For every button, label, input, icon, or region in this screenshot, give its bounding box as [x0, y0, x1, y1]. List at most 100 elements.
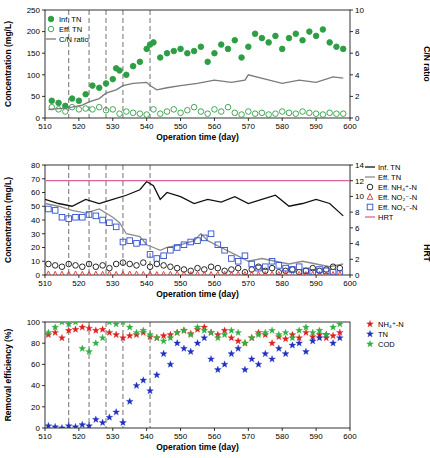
data-point [92, 327, 99, 334]
data-point [208, 272, 214, 275]
data-point [168, 247, 174, 253]
y2-tick [350, 180, 353, 181]
data-point [113, 409, 120, 416]
data-point [309, 329, 316, 336]
data-point [283, 271, 289, 275]
data-point [72, 326, 79, 333]
data-point [239, 55, 245, 61]
y-tick [42, 247, 45, 248]
x-tick [45, 275, 46, 278]
x-tick-label: 520 [72, 432, 86, 441]
data-point [178, 46, 184, 52]
y-tick-label: 60 [31, 188, 40, 197]
data-point [120, 419, 127, 426]
data-point [242, 366, 249, 373]
data-point [323, 331, 330, 338]
data-point [208, 329, 215, 336]
y-tick [42, 53, 45, 54]
legend-symbol [46, 38, 56, 39]
data-point [86, 422, 93, 428]
x-tick-label: 510 [38, 279, 52, 288]
legend-symbol [367, 330, 374, 337]
data-point [286, 35, 292, 41]
data-point [229, 272, 235, 275]
y-tick [42, 385, 45, 386]
data-point [63, 109, 69, 115]
x-tick [350, 428, 351, 431]
data-point [214, 334, 221, 341]
y-tick [42, 406, 45, 407]
data-point [65, 422, 72, 428]
phase-line [150, 10, 151, 118]
y-tick [42, 31, 45, 32]
y-tick [42, 118, 45, 119]
data-point [330, 324, 337, 331]
x-tick-label: 550 [174, 122, 188, 131]
x-tick [78, 118, 79, 121]
y-tick [42, 96, 45, 97]
data-point [73, 271, 79, 275]
data-point [110, 76, 116, 82]
y2-tick-label: 2 [355, 255, 360, 264]
data-point [113, 224, 119, 230]
data-point [99, 326, 106, 333]
x-tick-label: 550 [174, 432, 188, 441]
data-point [52, 324, 59, 331]
data-point [276, 272, 282, 275]
x-tick-label: 510 [38, 432, 52, 441]
data-point [269, 340, 276, 347]
data-point [59, 264, 65, 270]
phase-line [106, 322, 107, 428]
data-point [86, 271, 92, 275]
data-point [160, 350, 167, 357]
x-tick [146, 275, 147, 278]
legend-symbol [367, 320, 374, 327]
y-tick [42, 165, 45, 166]
data-point [86, 261, 92, 267]
data-point [195, 271, 201, 275]
data-point [99, 419, 106, 426]
data-point [113, 322, 120, 327]
data-point [330, 332, 337, 339]
data-point [194, 324, 201, 331]
y-tick-label: 0 [36, 114, 41, 123]
data-point [256, 265, 262, 271]
x-tick [282, 118, 283, 121]
data-point [195, 238, 201, 244]
y-tick-label: 100 [27, 318, 41, 327]
legend-symbol [365, 166, 375, 167]
x-tick-label: 580 [276, 432, 290, 441]
x-tick-label: 570 [242, 432, 256, 441]
phase-line [106, 10, 107, 118]
phase-line [89, 322, 90, 428]
legend-label: NH₄⁺-N [378, 320, 404, 329]
data-point [221, 361, 228, 368]
data-point [161, 253, 167, 259]
data-point [215, 265, 221, 271]
y-tick-label: 80 [31, 161, 40, 170]
x-axis-title: Operation time (day) [156, 442, 239, 452]
data-point [300, 37, 306, 43]
x-tick [180, 275, 181, 278]
data-point [46, 271, 52, 275]
legend-label: HRT [378, 213, 394, 222]
data-point [52, 329, 59, 336]
y-tick-label: 80 [31, 339, 40, 348]
data-point [178, 110, 184, 116]
data-point [140, 260, 146, 266]
x-tick [214, 118, 215, 121]
data-point [255, 331, 262, 338]
data-point [69, 96, 75, 102]
data-point [187, 348, 194, 355]
x-axis-title: Operation time (day) [156, 289, 239, 299]
y-tick-label: 150 [27, 49, 41, 58]
x-tick-label: 530 [106, 432, 120, 441]
data-point [153, 334, 160, 341]
data-point [320, 112, 326, 118]
y2-tick-label: 4 [355, 71, 360, 80]
data-point [239, 112, 245, 118]
data-point [222, 271, 228, 275]
data-point [235, 258, 241, 264]
data-point [293, 31, 299, 37]
data-point [140, 327, 147, 334]
